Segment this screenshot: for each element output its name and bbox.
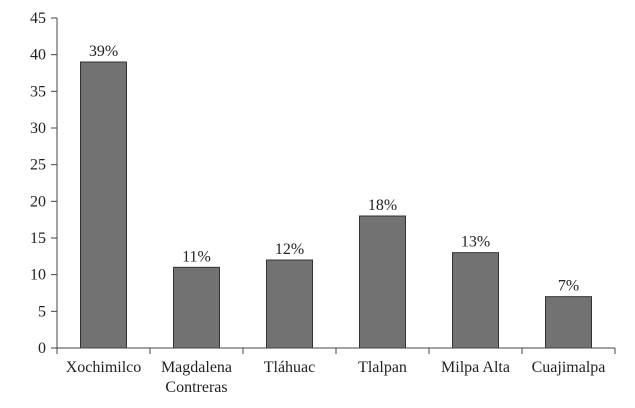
category-label-line: Milpa Alta — [441, 359, 510, 376]
y-tick-label: 45 — [30, 10, 46, 27]
y-ticks-group: 0 5 10 15 20 25 30 35 40 45 — [30, 10, 57, 357]
category-label-line: Tláhuac — [264, 359, 316, 376]
bar — [452, 252, 499, 349]
data-label: 7% — [558, 278, 579, 295]
category-label: Tlalpan — [358, 359, 407, 376]
category-label-line: Contreras — [165, 379, 227, 396]
category-label-line: Xochimilco — [66, 359, 142, 376]
y-tick-label: 0 — [38, 340, 46, 357]
category-label: Tláhuac — [264, 359, 316, 376]
category-label: Cuajimalpa — [532, 359, 606, 376]
category-label-line: Magdalena — [161, 359, 232, 376]
y-tick-label: 40 — [30, 47, 46, 64]
data-label: 12% — [275, 241, 304, 258]
category-label-line: Tlalpan — [358, 359, 407, 376]
bar — [173, 266, 220, 349]
data-label: 11% — [182, 248, 211, 265]
y-tick-label: 25 — [30, 157, 46, 174]
data-labels-group: 39% 11% 12% 18% 13% 7% — [89, 43, 579, 295]
data-label: 18% — [368, 197, 397, 214]
bars-group — [80, 61, 592, 349]
bar — [266, 259, 313, 349]
x-ticks-group — [56, 348, 616, 354]
data-label: 13% — [461, 234, 490, 251]
category-labels-group: Xochimilco Magdalena Contreras Tláhuac Tlalp… — [66, 359, 606, 396]
bar — [545, 296, 592, 349]
category-label: Xochimilco — [66, 359, 142, 376]
bar — [359, 215, 406, 349]
y-tick-label: 5 — [38, 303, 46, 320]
y-tick-label: 10 — [30, 267, 46, 284]
data-label: 39% — [89, 43, 118, 60]
category-label: Magdalena Contreras — [161, 359, 232, 396]
y-tick-label: 35 — [30, 83, 46, 100]
category-label: Milpa Alta — [441, 359, 510, 376]
y-tick-label: 15 — [30, 230, 46, 247]
y-tick-label: 20 — [30, 193, 46, 210]
category-label-line: Cuajimalpa — [532, 359, 606, 376]
bar — [80, 61, 127, 349]
y-tick-label: 30 — [30, 120, 46, 137]
